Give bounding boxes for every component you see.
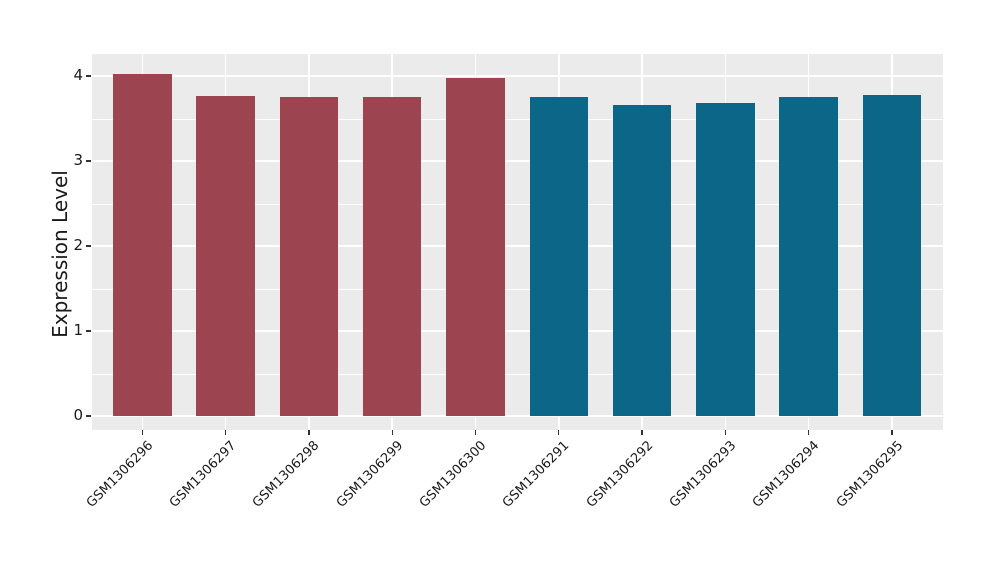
gridline-major-horizontal <box>92 160 943 162</box>
y-tick-mark <box>86 330 91 332</box>
x-tick-label: GSM1306291 <box>500 438 573 511</box>
y-tick-label: 4 <box>73 66 83 85</box>
x-tick-label: GSM1306300 <box>416 438 490 511</box>
y-tick-label: 3 <box>73 151 83 170</box>
x-tick-mark <box>141 430 143 435</box>
gridline-minor-horizontal <box>92 118 943 120</box>
gridline-major-horizontal <box>92 415 943 417</box>
gridline-minor-horizontal <box>92 373 943 375</box>
x-tick-label: GSM1306293 <box>666 438 740 511</box>
bar-GSM1306292 <box>612 104 672 416</box>
y-tick-label: 0 <box>73 406 83 425</box>
bar-GSM1306291 <box>529 97 589 416</box>
x-tick-label: GSM1306296 <box>83 438 157 511</box>
x-tick-mark <box>558 430 560 435</box>
x-tick-label: GSM1306294 <box>750 438 823 511</box>
bar-GSM1306298 <box>279 97 339 416</box>
gridline-major-horizontal <box>92 75 943 77</box>
x-tick-mark <box>474 430 477 435</box>
y-tick-mark <box>86 160 91 162</box>
x-tick-mark <box>641 430 643 435</box>
bar-GSM1306294 <box>779 97 838 416</box>
bar-GSM1306299 <box>362 97 422 416</box>
bar-GSM1306297 <box>196 96 255 416</box>
gridline-minor-horizontal <box>92 203 943 205</box>
gridline-minor-horizontal <box>92 288 943 290</box>
y-tick-mark <box>86 415 91 417</box>
bar-GSM1306296 <box>113 74 172 416</box>
gridline-major-horizontal <box>92 245 943 247</box>
x-tick-mark <box>808 430 810 435</box>
bar-GSM1306300 <box>446 77 505 416</box>
x-tick-mark <box>724 430 727 435</box>
y-tick-mark <box>86 245 91 247</box>
gridline-major-horizontal <box>92 330 943 332</box>
y-tick-label: 1 <box>73 321 83 340</box>
y-axis-title: Expression Level <box>48 170 72 338</box>
x-tick-label: GSM1306299 <box>333 438 407 511</box>
plot-panel <box>92 54 943 430</box>
y-tick-label: 2 <box>73 236 83 255</box>
bar-GSM1306293 <box>696 103 755 416</box>
x-tick-mark <box>891 430 893 435</box>
y-tick-mark <box>86 75 91 77</box>
x-tick-label: GSM1306297 <box>167 438 240 511</box>
x-tick-label: GSM1306298 <box>250 438 323 511</box>
x-tick-mark <box>391 430 393 435</box>
x-tick-mark <box>308 430 310 435</box>
bar-GSM1306295 <box>862 94 922 416</box>
x-tick-mark <box>224 430 227 435</box>
x-tick-label: GSM1306295 <box>833 438 906 511</box>
x-tick-label: GSM1306292 <box>583 438 656 511</box>
